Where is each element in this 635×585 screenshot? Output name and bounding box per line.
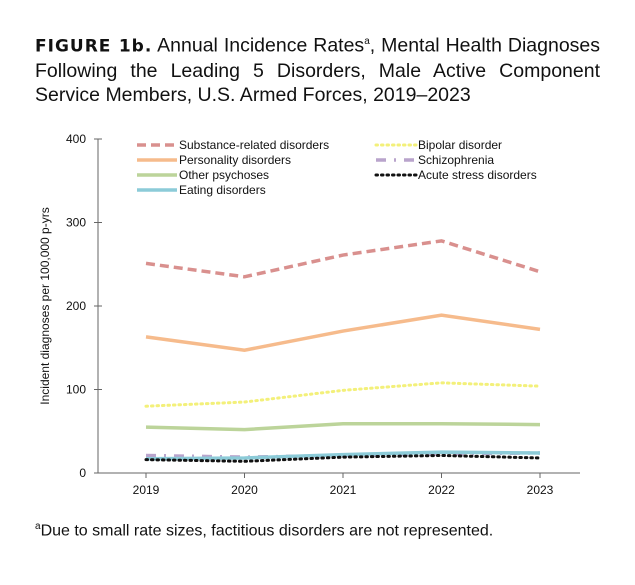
legend-label: Substance-related disorders — [179, 138, 329, 152]
x-tick-label: 2022 — [428, 483, 455, 497]
legend-label: Bipolar disorder — [418, 138, 502, 152]
figure-title: FIGURE 1b. Annual Incidence Ratesa, Ment… — [35, 30, 600, 107]
x-tick-label: 2023 — [527, 483, 554, 497]
legend-label: Other psychoses — [179, 168, 269, 182]
figure-label: FIGURE 1b. — [35, 36, 153, 57]
title-rest: , Mental Health Diagnoses Following the … — [35, 34, 601, 106]
y-tick-label: 0 — [79, 466, 86, 480]
y-axis-label: Incident diagnoses per 100,000 p-yrs — [38, 207, 52, 404]
y-tick-label: 200 — [66, 299, 86, 313]
footnote: aDue to small rate sizes, factitious dis… — [35, 521, 493, 540]
series-line-acute-stress-disorders — [144, 453, 542, 463]
series-line-other-psychoses — [145, 421, 541, 432]
legend-label: Acute stress disorders — [418, 168, 537, 182]
series-line-substance-related-disorders — [145, 239, 541, 279]
legend-label: Personality disorders — [179, 153, 291, 167]
x-tick-label: 2019 — [133, 483, 160, 497]
legend-label: Schizophrenia — [418, 153, 494, 167]
series-line-bipolar-disorder — [144, 381, 542, 408]
footnote-sup: a — [35, 521, 41, 532]
legend-label: Eating disorders — [179, 183, 266, 197]
series-line-eating-disorders — [145, 450, 541, 461]
footnote-text: Due to small rate sizes, factitious diso… — [40, 522, 494, 540]
x-tick-label: 2020 — [231, 483, 258, 497]
title-text: Annual Incidence Rates — [157, 34, 365, 57]
x-tick-label: 2021 — [330, 483, 357, 497]
y-tick-label: 100 — [66, 383, 86, 397]
series-line-personality-disorders — [145, 313, 541, 353]
y-tick-label: 400 — [66, 132, 86, 146]
title-sup: a — [364, 36, 370, 47]
y-tick-label: 300 — [66, 216, 86, 230]
